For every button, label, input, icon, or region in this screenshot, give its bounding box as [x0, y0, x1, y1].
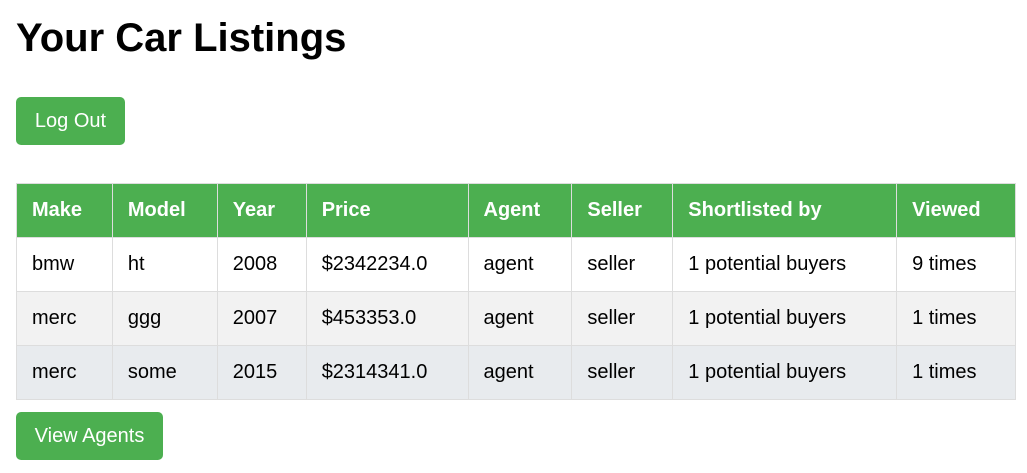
listings-table: Make Model Year Price Agent Seller Short…: [16, 183, 1016, 400]
column-header-seller: Seller: [571, 183, 674, 238]
cell-model: ht: [111, 237, 218, 292]
cell-model: some: [111, 345, 218, 400]
cell-year: 2007: [216, 291, 307, 346]
cell-make: bmw: [16, 237, 113, 292]
cell-agent: agent: [467, 345, 573, 400]
column-header-make: Make: [16, 183, 113, 238]
column-header-model: Model: [111, 183, 218, 238]
cell-viewed: 1 times: [896, 345, 1016, 400]
cell-seller: seller: [571, 237, 674, 292]
cell-agent: agent: [467, 291, 573, 346]
cell-year: 2008: [216, 237, 307, 292]
column-header-viewed: Viewed: [896, 183, 1016, 238]
column-header-price: Price: [305, 183, 469, 238]
cell-seller: seller: [571, 291, 674, 346]
cell-make: merc: [16, 291, 113, 346]
column-header-shortlisted-by: Shortlisted by: [672, 183, 898, 238]
logout-button[interactable]: Log Out: [16, 97, 125, 145]
cell-seller: seller: [571, 345, 674, 400]
cell-year: 2015: [216, 345, 307, 400]
cell-price: $2314341.0: [305, 345, 469, 400]
cell-agent: agent: [467, 237, 573, 292]
column-header-agent: Agent: [467, 183, 573, 238]
cell-shortlisted-by: 1 potential buyers: [672, 291, 898, 346]
cell-make: merc: [16, 345, 113, 400]
table-header-row: Make Model Year Price Agent Seller Short…: [16, 183, 1016, 238]
table-row: merc some 2015 $2314341.0 agent seller 1…: [16, 345, 1016, 400]
cell-shortlisted-by: 1 potential buyers: [672, 345, 898, 400]
cell-viewed: 1 times: [896, 291, 1016, 346]
table-row: merc ggg 2007 $453353.0 agent seller 1 p…: [16, 291, 1016, 346]
column-header-year: Year: [216, 183, 307, 238]
cell-price: $453353.0: [305, 291, 469, 346]
table-row: bmw ht 2008 $2342234.0 agent seller 1 po…: [16, 237, 1016, 292]
page-title: Your Car Listings: [16, 16, 347, 60]
view-agents-button[interactable]: View Agents: [16, 412, 163, 460]
cell-viewed: 9 times: [896, 237, 1016, 292]
cell-model: ggg: [111, 291, 218, 346]
cell-price: $2342234.0: [305, 237, 469, 292]
cell-shortlisted-by: 1 potential buyers: [672, 237, 898, 292]
